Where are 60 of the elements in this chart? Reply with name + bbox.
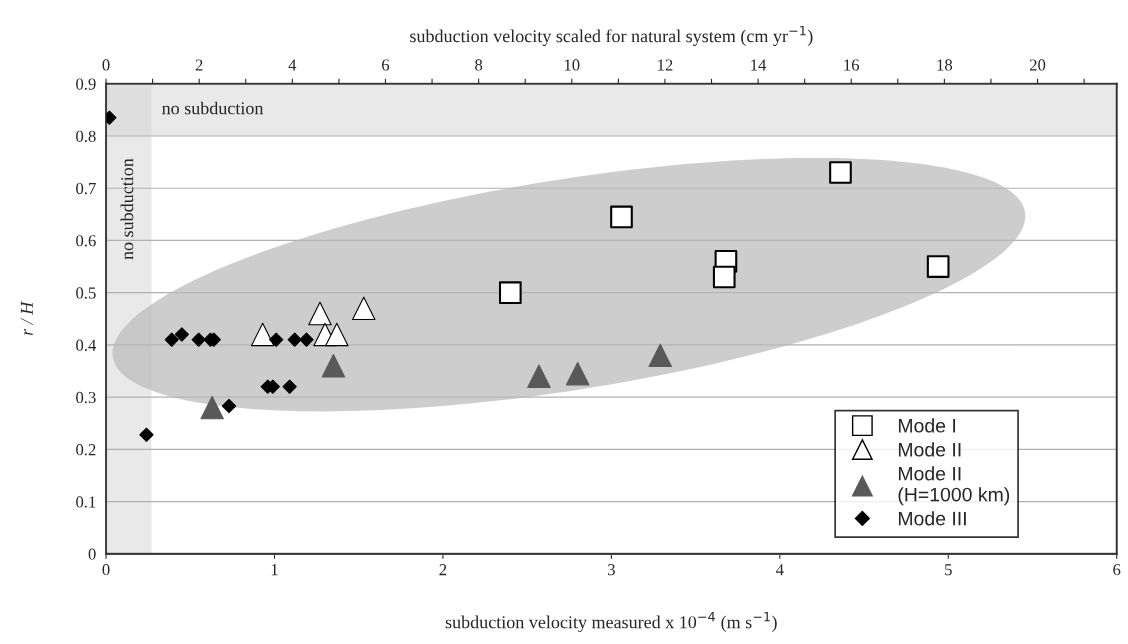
point bbox=[648, 343, 672, 368]
x-axis-title: subduction velocity measured x 10$^{−4}$ (m s$^{−1}$) bbox=[445, 612, 777, 633]
point bbox=[498, 281, 522, 304]
legend-label: Mode III bbox=[898, 511, 966, 526]
y-tick-label: 0.3 bbox=[76, 391, 96, 404]
x-tick-label: 4 bbox=[775, 564, 784, 576]
point bbox=[926, 255, 950, 278]
band-label: no subduction bbox=[120, 158, 134, 260]
x2-tick-label: 0 bbox=[102, 59, 110, 71]
point bbox=[191, 332, 206, 347]
point bbox=[174, 327, 189, 342]
point bbox=[287, 332, 302, 347]
x-tick-label: 6 bbox=[1113, 564, 1121, 576]
x2-tick-label: 18 bbox=[937, 59, 953, 71]
x-tick-label: 2 bbox=[439, 564, 447, 576]
point bbox=[164, 332, 179, 347]
y-tick-label: 0.5 bbox=[76, 287, 96, 299]
x-tick-label: 3 bbox=[608, 564, 615, 576]
point bbox=[527, 364, 551, 388]
point bbox=[565, 361, 590, 386]
band-label: no subduction bbox=[162, 101, 264, 115]
point bbox=[269, 332, 284, 347]
point bbox=[829, 161, 852, 184]
point bbox=[282, 379, 297, 394]
legend-label: Mode II (H=1000 km) bbox=[898, 466, 1010, 506]
y-tick-label: 0.4 bbox=[76, 339, 97, 351]
point bbox=[610, 205, 633, 229]
legend-label: Mode II bbox=[898, 442, 961, 457]
point bbox=[299, 332, 314, 347]
x2-tick-label: 14 bbox=[751, 59, 767, 71]
x2-axis-title: subduction velocity scaled for natural system (cm yr$^{−1}$) bbox=[410, 25, 813, 46]
y-tick-label: 0.8 bbox=[76, 130, 96, 142]
y-tick-label: 0.7 bbox=[76, 182, 96, 195]
point bbox=[321, 354, 346, 378]
point bbox=[250, 322, 275, 347]
point bbox=[712, 265, 736, 289]
y-axis-title: r / H bbox=[20, 300, 33, 336]
y-tick-label: 0.1 bbox=[76, 496, 96, 508]
point bbox=[221, 398, 237, 414]
point bbox=[139, 427, 154, 442]
x-tick-label: 5 bbox=[945, 564, 952, 576]
x2-tick-label: 10 bbox=[564, 59, 580, 71]
x2-tick-label: 16 bbox=[844, 59, 860, 71]
point bbox=[308, 301, 332, 326]
x2-tick-label: 4 bbox=[288, 59, 297, 71]
x2-tick-label: 8 bbox=[475, 59, 483, 71]
x2-tick-label: 2 bbox=[195, 59, 203, 71]
y-tick-label: 0.9 bbox=[76, 78, 96, 90]
point bbox=[352, 296, 376, 321]
x2-tick-label: 20 bbox=[1029, 59, 1046, 71]
legend-label: Mode I bbox=[898, 418, 956, 433]
y-tick-label: 0.6 bbox=[76, 235, 96, 247]
x-tick-label: 0 bbox=[102, 564, 110, 576]
point bbox=[325, 322, 349, 347]
x2-tick-label: 12 bbox=[658, 59, 673, 71]
x-tick-label: 1 bbox=[271, 564, 278, 576]
x2-tick-label: 6 bbox=[382, 59, 390, 71]
y-tick-label: 0 bbox=[88, 548, 96, 560]
point bbox=[200, 395, 224, 420]
y-tick-label: 0.2 bbox=[76, 444, 96, 456]
